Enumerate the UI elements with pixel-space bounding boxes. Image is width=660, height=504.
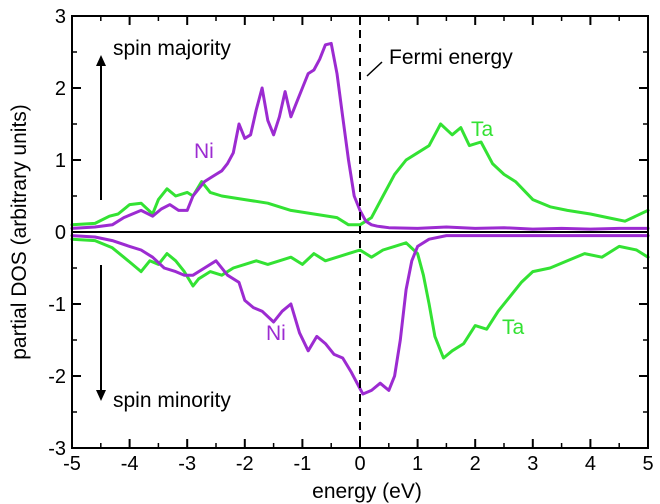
x-tick-label: -4: [121, 453, 139, 475]
ta-minority-curve: [70, 237, 650, 360]
ni-majority-label: Ni: [194, 140, 214, 163]
x-axis-label: energy (eV): [312, 480, 422, 503]
x-tick-label: 2: [470, 453, 481, 475]
curves-layer: [70, 41, 650, 396]
ta-minority-label: Ta: [502, 316, 525, 339]
y-tick-label: -2: [48, 366, 66, 388]
x-tick-label: 4: [585, 453, 596, 475]
x-tick-label: 5: [642, 453, 653, 475]
y-tick-label: 2: [55, 78, 66, 100]
y-axis-label: partial DOS (arbitrary units): [8, 104, 31, 360]
y-tick-label: -3: [48, 438, 66, 460]
ni-majority-curve: [70, 41, 650, 231]
ticks-layer: -5 -4 -3 -2 -1 0 1 2 3 4 5 -3 -2 -1 0 1 2 3: [48, 6, 653, 475]
x-tick-label: 0: [354, 453, 365, 475]
ta-majority-curve: [70, 122, 650, 227]
minority-arrow-head: [96, 390, 106, 401]
x-tick-label: -1: [294, 453, 312, 475]
ni-minority-label: Ni: [266, 322, 286, 345]
plot-frame: [71, 15, 649, 449]
y-tick-label: 1: [55, 150, 66, 172]
x-tick-label: -2: [236, 453, 254, 475]
y-tick-label: 3: [55, 6, 66, 28]
x-tick-label: -3: [178, 453, 196, 475]
ta-majority-label: Ta: [471, 118, 494, 141]
x-tick-label: 3: [527, 453, 538, 475]
ni-minority-curve: [70, 234, 650, 396]
majority-arrow-head: [96, 55, 106, 66]
x-tick-label: 1: [412, 453, 423, 475]
spin-majority-label: spin majority: [113, 37, 231, 60]
fermi-pointer: [366, 61, 383, 77]
fermi-label: Fermi energy: [389, 46, 513, 69]
y-tick-label: -1: [48, 294, 66, 316]
y-tick-label: 0: [55, 222, 66, 244]
spin-minority-label: spin minority: [113, 389, 231, 412]
x-tick-label: -5: [63, 453, 81, 475]
